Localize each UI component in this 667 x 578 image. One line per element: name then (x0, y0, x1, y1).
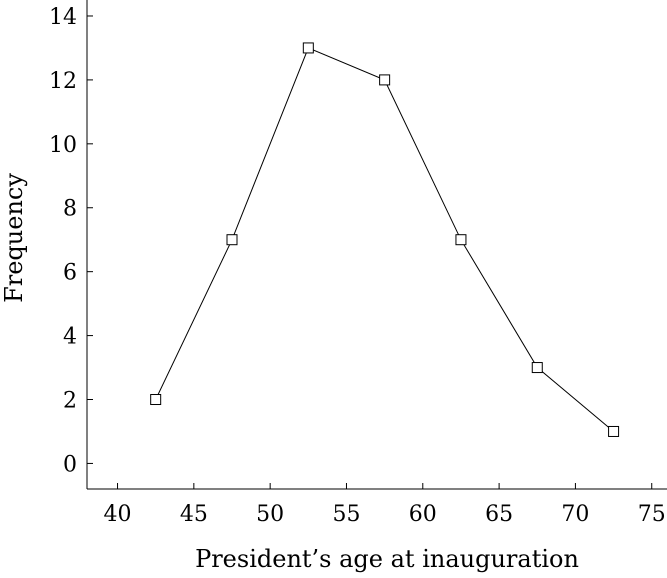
axes (86, 0, 667, 490)
x-tick-label: 40 (104, 502, 132, 527)
y-tick-label: 10 (49, 133, 77, 158)
series-line (155, 47, 614, 432)
x-tick-label: 55 (332, 502, 360, 527)
x-tick-label: 60 (409, 502, 437, 527)
y-axis-label: Frequency (0, 173, 28, 303)
y-tick-label: 2 (63, 389, 77, 414)
data-point-marker (226, 234, 238, 246)
series-layer (150, 42, 620, 437)
x-tick-label: 50 (256, 502, 284, 527)
x-ticks: 40 45 50 55 60 65 70 75 (104, 483, 666, 527)
data-point-marker (379, 74, 391, 86)
y-ticks: 0 2 4 6 8 10 12 14 (49, 5, 93, 477)
y-tick-label: 14 (49, 5, 77, 30)
data-point-marker (455, 234, 467, 246)
x-tick-label: 45 (180, 502, 208, 527)
y-tick-label: 4 (63, 325, 77, 350)
y-tick-label: 12 (49, 69, 77, 94)
x-tick-label: 65 (485, 502, 513, 527)
data-point-marker (302, 42, 314, 54)
data-point-marker (608, 425, 620, 437)
x-axis-label: President’s age at inauguration (195, 545, 579, 573)
data-point-marker (531, 362, 543, 374)
y-tick-label: 6 (63, 261, 77, 286)
y-tick-label: 0 (63, 452, 77, 477)
y-tick-label: 8 (63, 197, 77, 222)
x-tick-label: 75 (638, 502, 666, 527)
data-point-marker (150, 394, 162, 406)
x-tick-label: 70 (561, 502, 589, 527)
